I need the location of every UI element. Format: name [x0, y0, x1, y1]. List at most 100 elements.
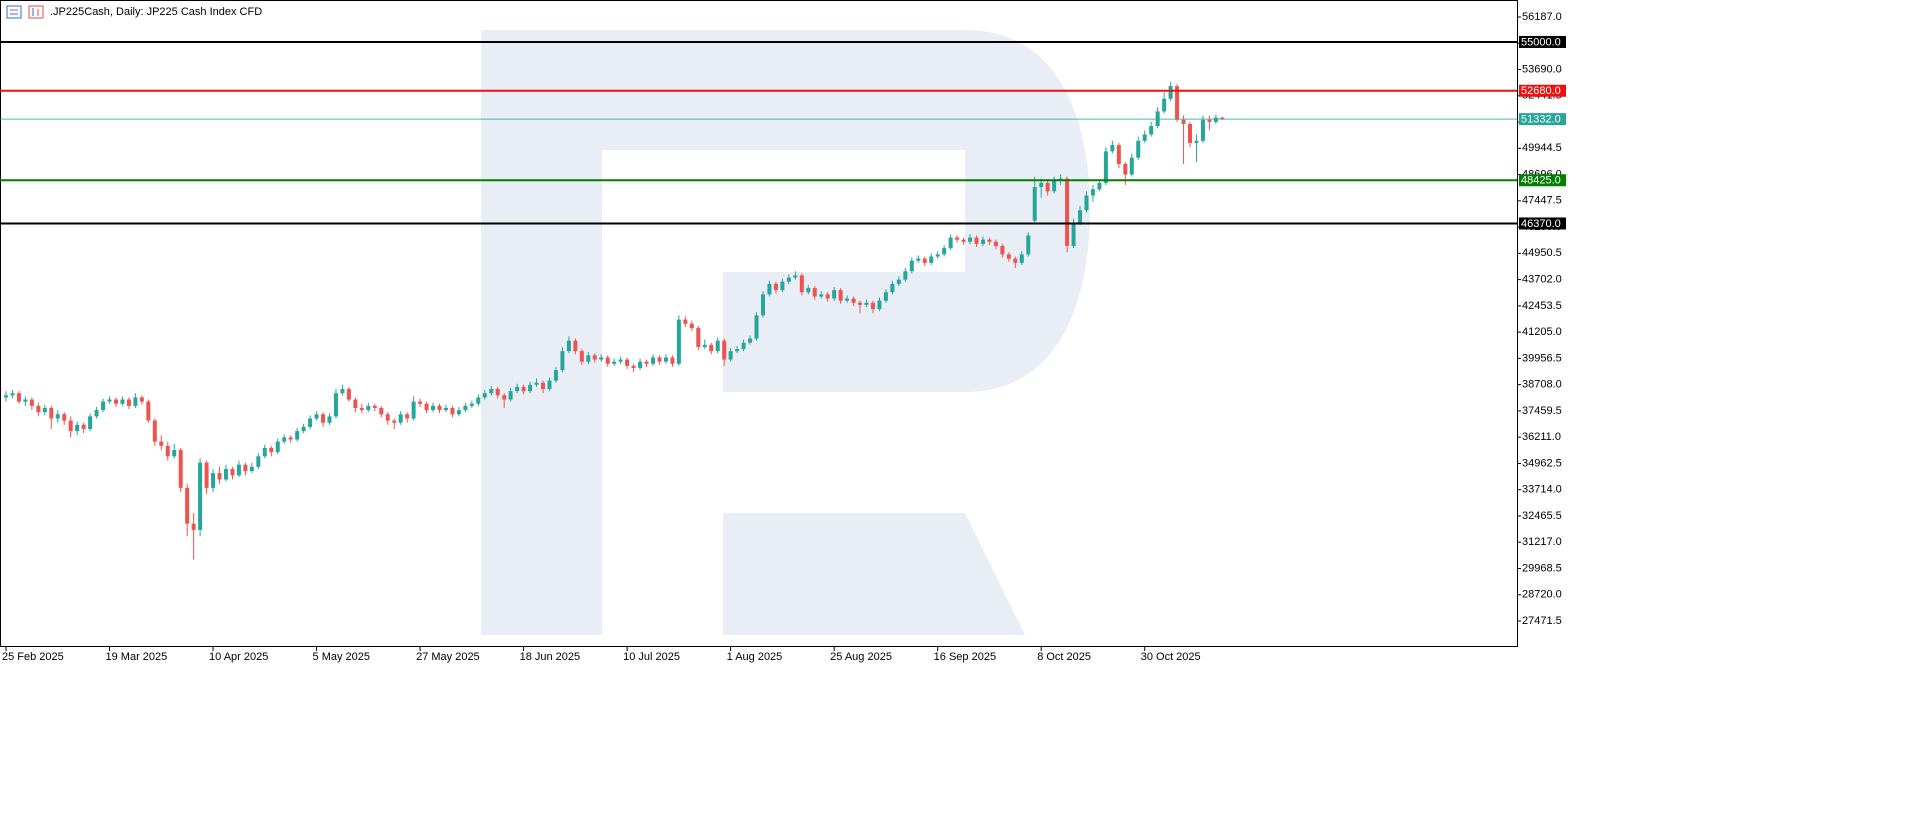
candle-body: [760, 294, 765, 316]
candle-body: [553, 370, 558, 381]
level-label-box: [1519, 113, 1566, 126]
candle-body: [579, 351, 584, 362]
candle-body: [1162, 98, 1167, 112]
level-label: 46370.0: [1521, 218, 1561, 230]
candle-body: [1129, 157, 1134, 175]
candle-body: [605, 357, 610, 364]
candle-body: [644, 361, 649, 364]
x-tick-label: 18 Jun 2025: [520, 651, 581, 663]
candle-body: [786, 277, 791, 282]
candle-body: [443, 407, 448, 411]
candle-body: [288, 437, 293, 440]
candle-body: [398, 414, 403, 423]
candle-body: [566, 340, 571, 352]
y-tick-label: 38708.0: [1522, 379, 1562, 391]
y-tick-label: 27471.5: [1522, 615, 1562, 627]
candle-body: [883, 292, 888, 301]
y-tick-label: 28720.0: [1522, 589, 1562, 601]
menu-icons: [6, 5, 44, 19]
y-tick-label: 33714.0: [1522, 484, 1562, 496]
candle-body: [521, 386, 526, 392]
candle-body: [864, 302, 869, 305]
candle-body: [1090, 189, 1095, 196]
candle-body: [1032, 187, 1037, 221]
candle-body: [301, 426, 306, 432]
candle-body: [676, 319, 681, 364]
level-label-box: [1519, 174, 1566, 187]
candle-body: [55, 414, 60, 419]
watermark-leg: [723, 513, 1025, 635]
candle-body: [799, 275, 804, 293]
candle-body: [482, 393, 487, 398]
candle-body: [773, 283, 778, 291]
candle-body: [392, 420, 397, 423]
candle-body: [534, 382, 539, 385]
candle-body: [793, 275, 798, 278]
candle-body: [75, 424, 80, 432]
candle-body: [372, 405, 377, 408]
chart-layer: 56187.054938.553690.052441.551193.049944…: [0, 11, 1566, 663]
y-tick-label: 36211.0: [1522, 431, 1561, 443]
y-tick-label: 39956.5: [1522, 352, 1562, 364]
candle-body: [993, 241, 998, 246]
candle-body: [120, 399, 125, 404]
candle-body: [146, 401, 151, 421]
candle-body: [1097, 182, 1102, 190]
candle-body: [139, 397, 144, 402]
candle-body: [961, 239, 966, 242]
y-tick-label: 31217.0: [1522, 536, 1562, 548]
candle-body: [767, 283, 772, 295]
candle-body: [715, 340, 720, 352]
candle-body: [133, 397, 138, 406]
candle-body: [340, 389, 345, 394]
candle-body: [49, 407, 54, 419]
candle-body: [42, 407, 47, 413]
candle-body: [211, 473, 216, 488]
candle-body: [819, 294, 824, 297]
candle-body: [178, 450, 183, 488]
candle-body: [709, 344, 714, 352]
candle-body: [295, 431, 300, 440]
candle-body: [1052, 180, 1057, 192]
candle-body: [1149, 126, 1154, 135]
candle-body: [592, 355, 597, 360]
x-tick-label: 8 Oct 2025: [1037, 651, 1091, 663]
candle-body: [1136, 140, 1141, 158]
candle-body: [113, 399, 118, 404]
candle-body: [741, 342, 746, 350]
candle-body: [515, 386, 520, 392]
candle-body: [1103, 151, 1108, 183]
candle-body: [916, 258, 921, 261]
candle-body: [81, 424, 86, 429]
candle-body: [489, 389, 494, 394]
candle-body: [870, 302, 875, 310]
candle-body: [974, 237, 979, 244]
x-tick-label: 16 Sep 2025: [934, 651, 996, 663]
y-tick-label: 34962.5: [1522, 457, 1562, 469]
candle-body: [275, 441, 280, 453]
candle-body: [456, 410, 461, 415]
y-tick-label: 42453.5: [1522, 300, 1562, 312]
y-tick-label: 56187.0: [1522, 11, 1562, 23]
y-tick-label: 43702.0: [1522, 274, 1562, 286]
candle-body: [107, 399, 112, 402]
candle-body: [948, 237, 953, 249]
candle-body: [929, 256, 934, 263]
x-tick-label: 30 Oct 2025: [1141, 651, 1201, 663]
candle-body: [1006, 254, 1011, 259]
candle-body: [903, 271, 908, 280]
candle-body: [955, 237, 960, 240]
candle-body: [935, 254, 940, 257]
candle-body: [191, 523, 196, 530]
candle-body: [282, 437, 287, 442]
candle-body: [1175, 86, 1180, 120]
candle-body: [450, 407, 455, 415]
candle-body: [1181, 119, 1186, 124]
candle-body: [243, 464, 248, 472]
candle-body: [366, 405, 371, 411]
candle-body: [586, 355, 591, 362]
y-tick-label: 41205.0: [1522, 326, 1562, 338]
x-tick-label: 27 May 2025: [416, 651, 480, 663]
